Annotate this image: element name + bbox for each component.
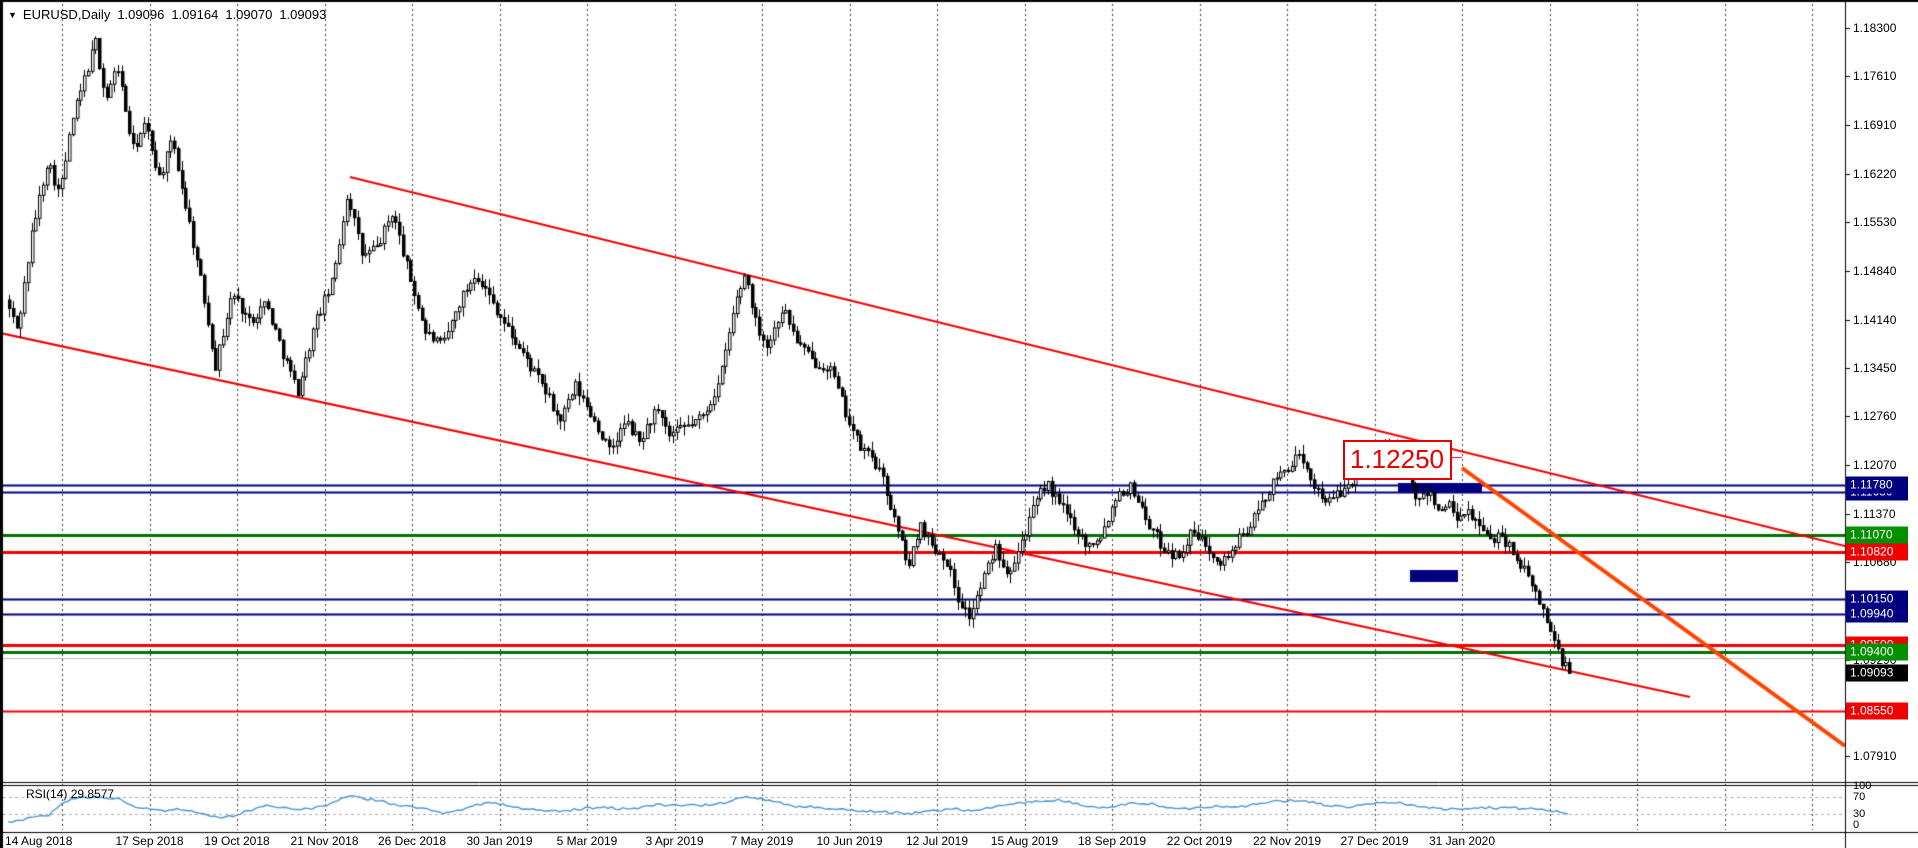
rsi-scale-label: 100 xyxy=(1853,780,1872,792)
chevron-down-icon[interactable]: ▼ xyxy=(8,10,17,20)
price-tick-label: 1.11370 xyxy=(1853,506,1896,521)
rsi-indicator-label: RSI(14) xyxy=(26,787,68,801)
price-tag: 1.09093 xyxy=(1846,664,1908,682)
price-tag: 1.10150 xyxy=(1846,590,1908,608)
date-label: 30 Jan 2019 xyxy=(466,834,533,848)
low-value: 1.09070 xyxy=(225,7,273,22)
price-tick-label: 1.12760 xyxy=(1853,409,1897,424)
rsi-scale-label: 30 xyxy=(1853,808,1866,820)
date-label: 27 Dec 2019 xyxy=(1340,834,1409,848)
date-label: 17 Sep 2018 xyxy=(115,834,184,848)
ohlc-header: ▼ EURUSD,Daily 1.09096 1.09164 1.09070 1.0909… xyxy=(8,7,333,22)
price-tick-label: 1.13450 xyxy=(1853,360,1897,375)
date-label: 15 Aug 2019 xyxy=(990,834,1059,848)
high-value: 1.09164 xyxy=(171,7,219,22)
date-label: 10 Jun 2019 xyxy=(816,834,883,848)
price-tag: 1.09400 xyxy=(1846,643,1908,661)
price-tag: 1.08550 xyxy=(1846,702,1908,720)
date-label: 18 Sep 2019 xyxy=(1077,834,1147,848)
date-label: 3 Apr 2019 xyxy=(645,834,704,848)
price-tick-label: 1.12070 xyxy=(1853,457,1897,472)
date-label: 22 Nov 2019 xyxy=(1252,834,1322,848)
rsi-value: 29.8577 xyxy=(70,787,115,801)
date-label: 19 Oct 2018 xyxy=(204,834,270,848)
price-tick-label: 1.07910 xyxy=(1853,749,1897,764)
date-label: 21 Nov 2018 xyxy=(290,834,359,848)
price-tag: 1.09940 xyxy=(1846,605,1908,623)
price-tick-label: 1.18300 xyxy=(1853,21,1897,35)
date-label: 7 May 2019 xyxy=(730,834,794,848)
price-tick-label: 1.17610 xyxy=(1853,69,1897,84)
date-label: 22 Oct 2019 xyxy=(1166,834,1233,848)
open-value: 1.09096 xyxy=(117,7,165,22)
price-tick-label: 1.14840 xyxy=(1853,263,1897,278)
close-value: 1.09093 xyxy=(279,7,327,22)
symbol-period-label: EURUSD,Daily xyxy=(22,7,111,22)
price-tick-label: 1.16910 xyxy=(1853,118,1897,133)
date-label: 14 Aug 2018 xyxy=(5,834,73,848)
price-tick-label: 1.14140 xyxy=(1853,312,1897,327)
price-tag: 1.10820 xyxy=(1846,543,1908,561)
price-tick-label: 1.16220 xyxy=(1853,166,1897,181)
price-tag: 1.11070 xyxy=(1846,526,1908,544)
rsi-scale-label: 70 xyxy=(1853,791,1866,803)
date-label: 5 Mar 2019 xyxy=(556,834,618,848)
rsi-header: RSI(14) 29.8577 xyxy=(26,787,114,801)
date-label: 12 Jul 2019 xyxy=(905,834,969,848)
rsi-scale-label: 0 xyxy=(1853,819,1860,831)
price-tick-label: 1.15530 xyxy=(1853,215,1897,230)
date-label: 31 Jan 2020 xyxy=(1428,834,1496,848)
date-label: 26 Dec 2018 xyxy=(377,834,447,848)
price-tag: 1.11780 xyxy=(1846,476,1908,494)
price-callout-label[interactable]: 1.12250 xyxy=(1343,440,1452,480)
